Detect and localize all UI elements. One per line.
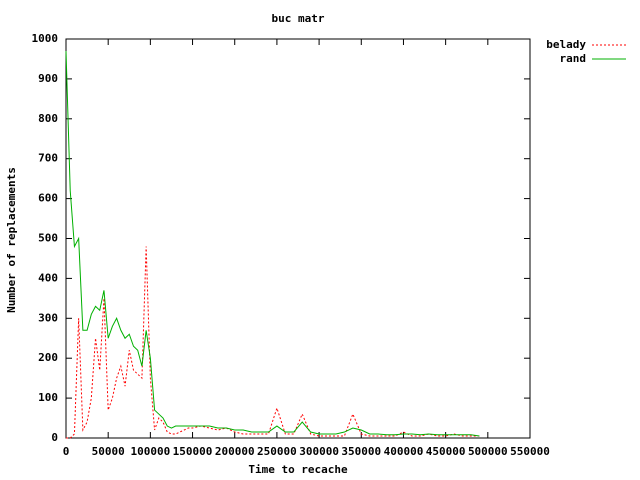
series-line <box>66 246 480 439</box>
x-tick-label: 350000 <box>341 445 381 458</box>
y-tick-label: 400 <box>38 271 58 284</box>
x-tick-label: 150000 <box>173 445 213 458</box>
y-tick-label: 200 <box>38 351 58 364</box>
y-tick-label: 600 <box>38 192 58 205</box>
x-tick-label: 100000 <box>130 445 170 458</box>
legend-label: rand <box>560 52 587 65</box>
y-tick-label: 800 <box>38 112 58 125</box>
x-tick-label: 500000 <box>468 445 508 458</box>
x-tick-label: 250000 <box>257 445 297 458</box>
y-tick-label: 900 <box>38 72 58 85</box>
x-tick-label: 300000 <box>299 445 339 458</box>
x-tick-label: 400000 <box>384 445 424 458</box>
x-tick-label: 50000 <box>92 445 125 458</box>
plot-border <box>65 38 531 439</box>
x-tick-label: 0 <box>63 445 70 458</box>
y-tick-label: 300 <box>38 311 58 324</box>
y-tick-label: 100 <box>38 391 58 404</box>
y-tick-label: 700 <box>38 152 58 165</box>
x-tick-label: 550000 <box>510 445 550 458</box>
x-tick-label: 450000 <box>426 445 466 458</box>
x-tick-label: 200000 <box>215 445 255 458</box>
y-tick-label: 0 <box>51 431 58 444</box>
y-tick-label: 1000 <box>32 32 59 45</box>
y-axis-label: Number of replacements <box>5 167 18 313</box>
chart-title: buc matr <box>272 12 325 25</box>
series-line <box>65 50 480 437</box>
x-axis-label: Time to recache <box>248 463 348 476</box>
y-tick-label: 500 <box>38 232 58 245</box>
legend-label: belady <box>546 38 586 51</box>
